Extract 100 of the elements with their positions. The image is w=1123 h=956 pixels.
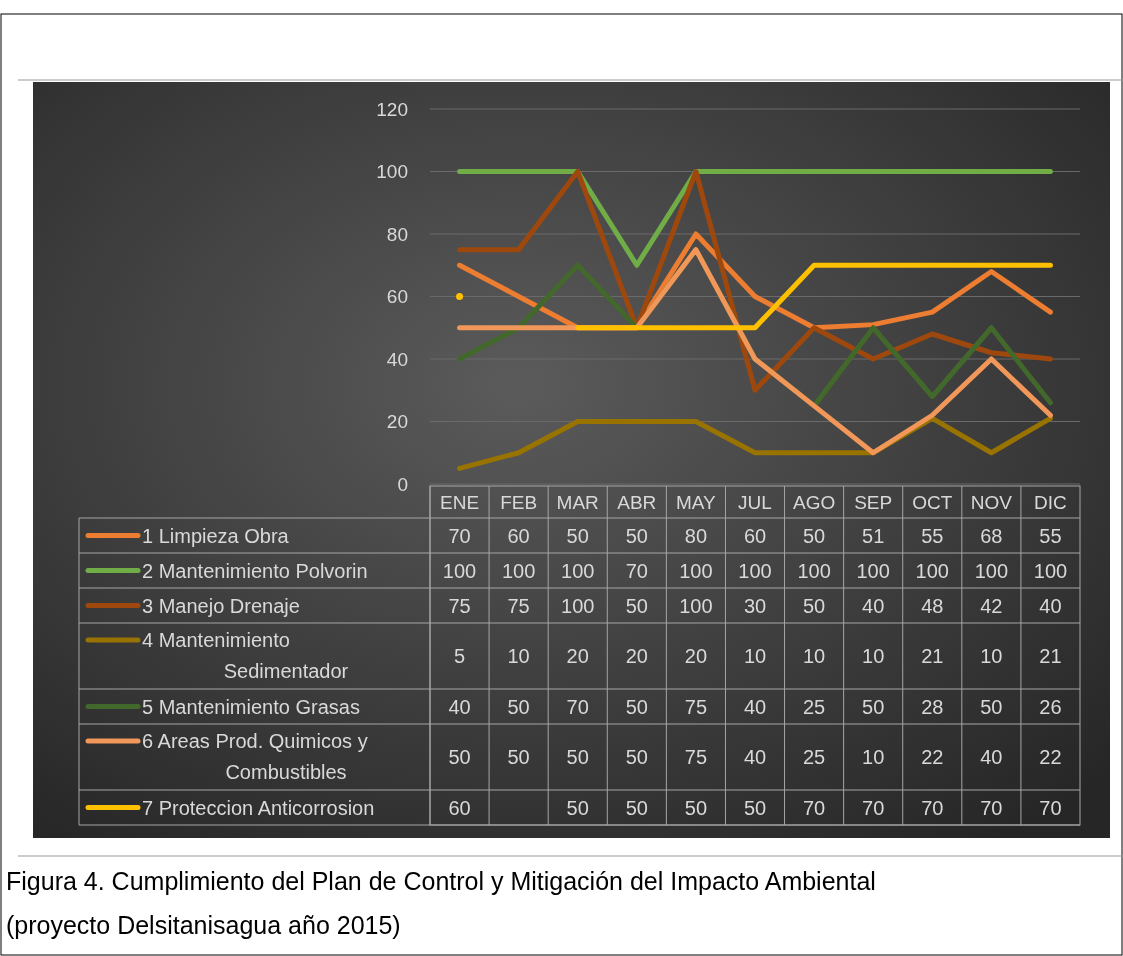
data-label: 50 xyxy=(566,796,589,819)
data-label: 75 xyxy=(684,695,708,718)
data-label: 75 xyxy=(448,594,471,617)
data-label: 50 xyxy=(625,746,648,768)
data-label: 50 xyxy=(625,796,648,819)
data-label: 50 xyxy=(625,695,648,718)
data-label: 25 xyxy=(802,695,826,718)
y-tick-label: 0 xyxy=(397,473,408,495)
data-label: 70 xyxy=(1039,796,1062,819)
data-label: 25 xyxy=(802,746,826,768)
data-label: 40 xyxy=(1039,594,1062,617)
data-label: 60 xyxy=(448,796,471,819)
legend-label: 2 Mantenimiento Polvorin xyxy=(142,559,368,582)
data-label: 22 xyxy=(921,746,944,768)
data-label: 100 xyxy=(679,559,713,582)
data-label: 50 xyxy=(507,695,530,718)
y-tick-label: 100 xyxy=(376,161,408,183)
y-tick-label: 20 xyxy=(386,411,408,433)
data-label: 50 xyxy=(507,746,530,768)
x-tick-label: SEP xyxy=(854,491,893,513)
data-label: 10 xyxy=(507,645,530,667)
data-label: 40 xyxy=(743,746,767,768)
data-label: 100 xyxy=(856,559,890,582)
data-label: 26 xyxy=(1039,695,1062,718)
y-tick-label: 60 xyxy=(386,286,408,308)
data-label: 68 xyxy=(980,524,1003,547)
data-label: 100 xyxy=(501,559,536,582)
data-label: 100 xyxy=(1033,559,1068,582)
data-label: 50 xyxy=(743,796,767,819)
data-label: 100 xyxy=(915,559,949,582)
data-label: 21 xyxy=(1039,645,1062,667)
data-label: 10 xyxy=(802,645,826,667)
data-label: 70 xyxy=(862,796,885,819)
x-tick-label: FEB xyxy=(500,491,538,513)
data-label: 75 xyxy=(684,746,708,768)
data-label: 10 xyxy=(743,645,767,667)
data-label: 48 xyxy=(921,594,944,617)
data-label: 100 xyxy=(679,594,713,617)
data-label: 51 xyxy=(862,524,885,547)
data-label: 40 xyxy=(448,695,471,718)
y-tick-label: 40 xyxy=(386,348,408,370)
legend-label: 3 Manejo Drenaje xyxy=(142,594,300,617)
data-label: 70 xyxy=(802,796,826,819)
data-label: 20 xyxy=(566,645,589,667)
x-tick-label: NOV xyxy=(970,491,1013,513)
data-label: 20 xyxy=(684,645,708,667)
data-label: 22 xyxy=(1039,746,1062,768)
data-label: 70 xyxy=(980,796,1003,819)
data-label: 100 xyxy=(561,559,595,582)
data-label: 30 xyxy=(743,594,767,617)
x-tick-label: ENE xyxy=(440,491,480,513)
data-label: 75 xyxy=(507,594,530,617)
data-label: 60 xyxy=(743,524,767,547)
data-label: 40 xyxy=(743,695,767,718)
data-label: 50 xyxy=(802,594,826,617)
data-label: 70 xyxy=(921,796,944,819)
data-label: 10 xyxy=(862,645,885,667)
data-label: 70 xyxy=(448,524,471,547)
data-label: 5 xyxy=(453,645,466,667)
data-label: 100 xyxy=(974,559,1009,582)
data-label: 21 xyxy=(921,645,944,667)
text: Figura 4. Cumplimiento del Plan de Control y Mitigación del Impacto Ambiental (proyecto Delsitanisagua año 2015) xyxy=(6,867,876,939)
data-label: 55 xyxy=(1039,524,1062,547)
data-label: 100 xyxy=(797,559,831,582)
data-label: 20 xyxy=(625,645,648,667)
data-label: 70 xyxy=(625,559,648,582)
data-label: 50 xyxy=(566,746,589,768)
data-label: 55 xyxy=(921,524,944,547)
data-label: 50 xyxy=(980,695,1003,718)
data-label: 50 xyxy=(802,524,826,547)
data-label: 50 xyxy=(625,524,648,547)
legend-label: 5 Mantenimiento Grasas xyxy=(142,695,360,718)
x-tick-label: DIC xyxy=(1034,491,1067,513)
data-label: 50 xyxy=(566,524,589,547)
x-tick-label: ABR xyxy=(617,491,657,513)
data-label: 100 xyxy=(738,559,772,582)
data-label: 50 xyxy=(684,796,708,819)
data-label: 40 xyxy=(862,594,885,617)
data-label: 100 xyxy=(442,559,477,582)
legend-label: 7 Proteccion Anticorrosion xyxy=(142,796,375,819)
data-label: 50 xyxy=(625,594,648,617)
legend-label: 1 Limpieza Obra xyxy=(142,524,290,547)
data-label: 50 xyxy=(448,746,471,768)
legend-label: 6 Areas Prod. Quimicos y Combustibles xyxy=(142,730,368,783)
data-label: 50 xyxy=(862,695,885,718)
x-tick-label: MAR xyxy=(556,491,599,513)
y-tick-label: 80 xyxy=(386,223,408,245)
x-tick-label: AGO xyxy=(792,491,836,513)
data-label: 100 xyxy=(561,594,595,617)
data-label: 40 xyxy=(980,746,1003,768)
x-tick-label: MAY xyxy=(676,491,717,513)
data-label: 80 xyxy=(684,524,708,547)
data-label: 60 xyxy=(507,524,530,547)
data-label: 10 xyxy=(980,645,1003,667)
data-label: 70 xyxy=(566,695,589,718)
legend-label: 4 Mantenimiento Sedimentador xyxy=(142,629,349,682)
x-tick-label: OCT xyxy=(912,491,953,513)
data-label: 10 xyxy=(862,746,885,768)
y-tick-label: 120 xyxy=(376,98,408,120)
data-label: 42 xyxy=(980,594,1003,617)
